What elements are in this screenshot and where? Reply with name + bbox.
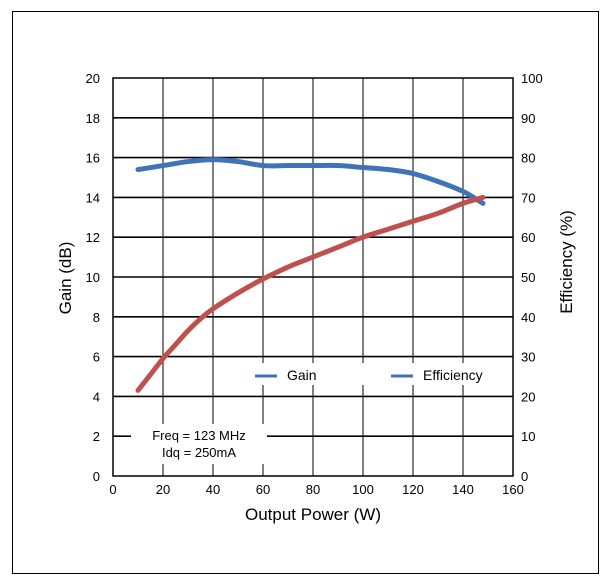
x-tick-label: 0 [109, 482, 116, 497]
y-tick-label-right: 0 [521, 469, 528, 484]
y-tick-label-left: 2 [93, 429, 100, 444]
y-tick-label-left: 8 [93, 310, 100, 325]
note-background [131, 424, 267, 464]
x-tick-label: 120 [402, 482, 424, 497]
x-tick-label: 140 [452, 482, 474, 497]
y-axis-label-right: Efficiency (%) [557, 210, 576, 314]
x-tick-label: 60 [256, 482, 270, 497]
x-tick-label: 80 [306, 482, 320, 497]
y-tick-label-right: 20 [521, 389, 535, 404]
series-line-gain [135, 157, 486, 206]
series-lines [135, 157, 486, 393]
x-tick-label: 160 [502, 482, 524, 497]
chart-frame [12, 11, 599, 574]
x-tick-label: 100 [352, 482, 374, 497]
y-tick-label-right: 80 [521, 151, 535, 166]
conditions-note: Freq = 123 MHz Idq = 250mA [131, 424, 267, 464]
series-line-efficiency [135, 194, 486, 393]
y-tick-label-left: 10 [86, 270, 100, 285]
grid [113, 78, 513, 476]
x-tick-label: 40 [206, 482, 220, 497]
y-tick-label-left: 18 [86, 111, 100, 126]
x-tick-label: 20 [156, 482, 170, 497]
note-idq: Idq = 250mA [162, 445, 236, 460]
y-tick-label-right: 90 [521, 111, 535, 126]
x-axis-label: Output Power (W) [245, 505, 381, 524]
y-tick-label-left: 6 [93, 350, 100, 365]
legend-background [247, 363, 497, 385]
y-tick-label-left: 16 [86, 151, 100, 166]
y-tick-label-right: 100 [521, 71, 543, 86]
legend-label-efficiency: Efficiency [423, 367, 483, 383]
y-tick-label-right: 50 [521, 270, 535, 285]
y-tick-label-right: 10 [521, 429, 535, 444]
y-tick-label-right: 30 [521, 350, 535, 365]
y-tick-label-left: 14 [86, 190, 100, 205]
tick-labels: 0 20 40 60 80 100 120 140 1600246810121416182001… [86, 71, 543, 497]
y-tick-label-left: 12 [86, 230, 100, 245]
y-tick-label-left: 4 [93, 389, 100, 404]
legend-label-gain: Gain [287, 367, 317, 383]
y-tick-label-right: 60 [521, 230, 535, 245]
y-tick-label-right: 40 [521, 310, 535, 325]
plot-border [112, 77, 514, 477]
y-tick-label-right: 70 [521, 190, 535, 205]
y-tick-label-left: 0 [93, 469, 100, 484]
y-tick-label-left: 20 [86, 71, 100, 86]
note-frequency: Freq = 123 MHz [152, 428, 246, 443]
y-axis-label-left: Gain (dB) [56, 242, 75, 315]
legend: Gain Efficiency [247, 363, 497, 385]
